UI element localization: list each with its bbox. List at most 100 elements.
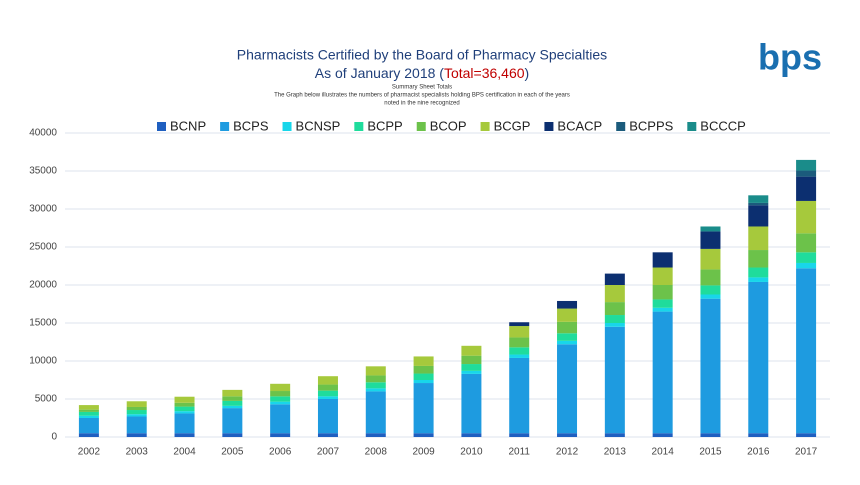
bar-segment: [748, 202, 769, 206]
bar-segment: [174, 433, 195, 437]
bar-segment: [700, 248, 721, 270]
x-tick-label: 2009: [412, 447, 435, 458]
bar-segment: [365, 382, 386, 389]
x-tick-label: 2011: [508, 447, 530, 458]
bar-segment: [270, 401, 291, 405]
chart-title-line: As of January 2018 (Total=36,460): [315, 65, 529, 81]
x-tick-label: 2010: [460, 447, 483, 458]
legend-swatch: [282, 122, 292, 131]
bar-segment: [365, 388, 386, 392]
legend-label: BCPPS: [629, 118, 673, 133]
bar-segment: [509, 354, 530, 358]
bar-segment: [652, 307, 673, 312]
title-total: Total=36,460: [444, 65, 525, 81]
bar-segment: [413, 365, 434, 374]
bar-segment: [796, 252, 817, 263]
bar-segment: [557, 340, 578, 345]
x-tick-label: 2005: [221, 447, 244, 458]
x-tick-label: 2014: [652, 447, 675, 458]
bar-segment: [365, 366, 386, 376]
bar-segment: [604, 273, 625, 285]
legend-swatch: [480, 122, 490, 131]
bar-segment: [652, 311, 673, 434]
bar-segment: [700, 226, 721, 232]
bar-segment: [796, 200, 817, 234]
legend-swatch: [157, 122, 166, 131]
bar-segment: [222, 400, 243, 406]
y-tick-label: 15000: [29, 318, 57, 329]
bar-segment: [78, 405, 99, 410]
bar-segment: [317, 396, 338, 399]
x-tick-label: 2016: [747, 447, 770, 458]
chart-title: Pharmacists Certified by the Board of Ph…: [237, 47, 607, 63]
subtitle: noted in the nine recognized: [384, 101, 459, 107]
legend-label: BCPS: [233, 118, 269, 133]
bar-segment: [365, 375, 386, 383]
bar-segment: [700, 298, 721, 434]
bar-segment: [270, 391, 291, 397]
legend-swatch: [354, 122, 364, 131]
bar-segment: [748, 267, 769, 278]
bar-segment: [557, 333, 578, 341]
y-tick-label: 30000: [29, 204, 57, 215]
bar-segment: [174, 402, 195, 407]
bar-segment: [317, 433, 338, 437]
bar-segment: [413, 356, 434, 366]
bar-segment: [126, 433, 147, 437]
bar-segment: [461, 355, 482, 365]
bar-segment: [652, 267, 673, 285]
bar-segment: [700, 294, 721, 299]
bar-segment: [509, 357, 530, 434]
bar-segment: [270, 404, 291, 434]
bar-segment: [748, 281, 769, 434]
bar-segment: [557, 300, 578, 309]
bar-segment: [413, 433, 434, 437]
bar-segment: [700, 285, 721, 295]
bar-segment: [604, 302, 625, 316]
bar-segment: [222, 389, 243, 397]
x-tick-label: 2004: [173, 447, 196, 458]
bar-segment: [270, 383, 291, 392]
bar-segment: [748, 195, 769, 203]
bar-segment: [748, 277, 769, 282]
bar-segment: [748, 205, 769, 227]
legend-label: BCNSP: [296, 118, 341, 133]
bar-segment: [78, 433, 99, 437]
bar-segment: [413, 380, 434, 384]
logo: bps: [758, 37, 822, 78]
y-tick-label: 35000: [29, 166, 57, 177]
y-tick-label: 0: [51, 432, 57, 443]
bar-segment: [796, 159, 817, 171]
bar-segment: [461, 370, 482, 374]
y-tick-label: 5000: [35, 394, 58, 405]
legend-swatch: [544, 122, 554, 131]
bar-segment: [604, 433, 625, 437]
legend-swatch: [220, 122, 230, 131]
bar-segment: [748, 250, 769, 268]
bar-segment: [509, 337, 530, 348]
bar-segment: [365, 391, 386, 434]
bar-segment: [604, 315, 625, 323]
bar-segment: [174, 413, 195, 434]
legend-label: BCACP: [557, 118, 602, 133]
bar-segment: [700, 231, 721, 249]
bar-segment: [317, 376, 338, 385]
bar-segment: [78, 418, 99, 434]
bar-segment: [557, 308, 578, 322]
x-tick-label: 2017: [795, 447, 818, 458]
x-tick-label: 2012: [556, 447, 579, 458]
bar-segment: [126, 410, 147, 415]
legend-label: BCCCP: [700, 118, 746, 133]
y-tick-label: 10000: [29, 356, 57, 367]
bar-segment: [509, 347, 530, 355]
bar-segment: [796, 176, 817, 201]
bar-segment: [174, 411, 195, 414]
bar-segment: [461, 345, 482, 356]
bar-segment: [126, 414, 147, 417]
x-tick-label: 2006: [269, 447, 292, 458]
y-tick-label: 20000: [29, 280, 57, 291]
legend-label: BCOP: [430, 118, 467, 133]
bar-segment: [78, 409, 99, 412]
x-tick-label: 2003: [126, 447, 149, 458]
